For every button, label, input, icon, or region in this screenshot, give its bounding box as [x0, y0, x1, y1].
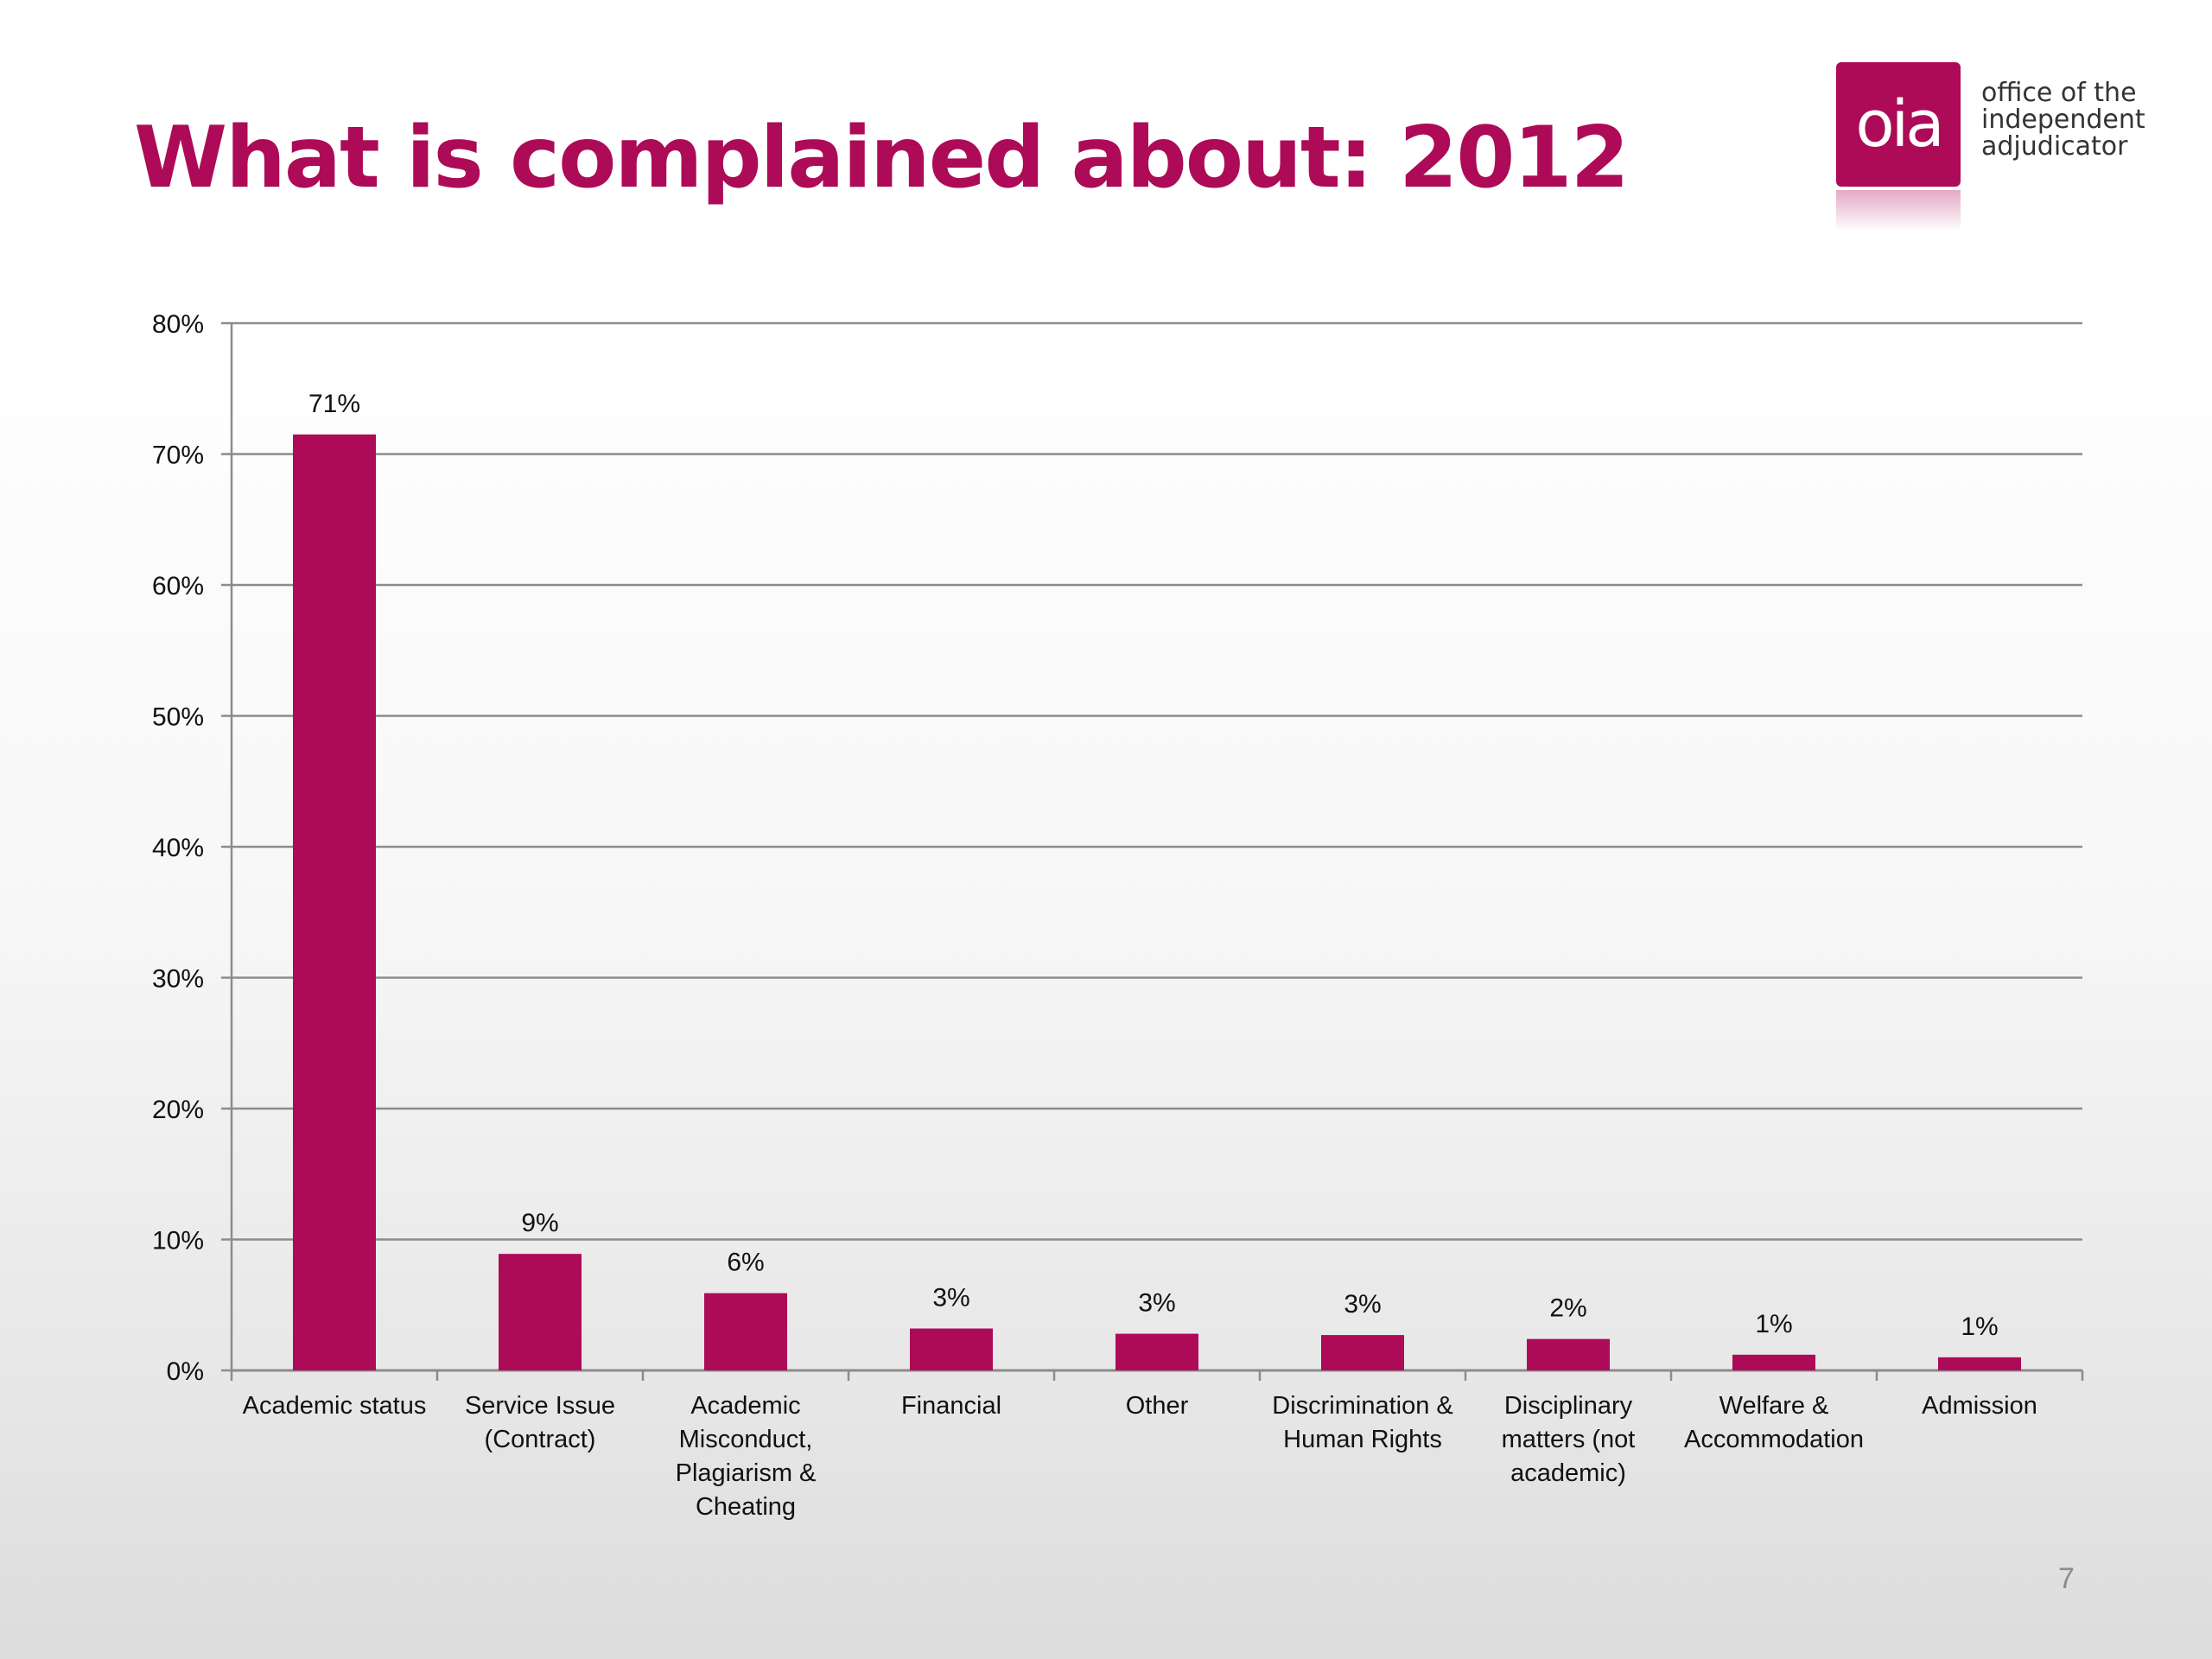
x-category-label: Human Rights: [1283, 1426, 1442, 1453]
oia-logo-line: independent: [1981, 105, 2145, 135]
x-category-label: Disciplinary: [1504, 1392, 1633, 1420]
oia-logo-line: office of the: [1981, 78, 2137, 108]
y-tick-label: 50%: [152, 703, 204, 732]
bar: [293, 434, 376, 1370]
data-label: 71%: [308, 390, 360, 418]
x-category-label: Welfare &: [1719, 1392, 1829, 1420]
oia-logo: oia office of the independent adjudicato…: [1836, 62, 2164, 235]
data-label: 1%: [1755, 1310, 1792, 1338]
data-label: 3%: [1344, 1290, 1381, 1319]
bar: [1321, 1335, 1404, 1370]
oia-logo-mark: oia: [1836, 62, 1961, 187]
x-category-label: (Contract): [485, 1426, 596, 1453]
data-label: 3%: [1138, 1289, 1175, 1318]
data-label: 6%: [727, 1249, 764, 1277]
bar: [1527, 1338, 1610, 1370]
x-category-label: Academic: [690, 1392, 800, 1420]
bar: [704, 1293, 787, 1370]
y-tick-label: 0%: [167, 1357, 204, 1386]
x-category-label: Discrimination &: [1272, 1392, 1453, 1420]
slide-title: What is complained about: 2012: [134, 109, 1630, 207]
page-number: 7: [2058, 1562, 2075, 1595]
y-tick-label: 70%: [152, 442, 204, 470]
bar: [499, 1254, 582, 1370]
data-label: 2%: [1549, 1294, 1586, 1323]
data-label: 9%: [521, 1209, 558, 1237]
x-category-label: Admission: [1922, 1392, 2037, 1420]
y-tick-label: 80%: [152, 310, 204, 339]
x-category-label: Financial: [901, 1392, 1001, 1420]
x-category-label: Cheating: [696, 1493, 796, 1521]
x-category-label: Service Issue: [465, 1392, 615, 1420]
bar: [1116, 1333, 1198, 1370]
oia-logo-reflection: [1836, 190, 1961, 232]
y-tick-label: 10%: [152, 1227, 204, 1255]
x-category-label: Other: [1126, 1392, 1189, 1420]
x-category-label: Plagiarism &: [676, 1459, 817, 1487]
data-label: 1%: [1961, 1313, 1998, 1341]
oia-logo-line: adjudicator: [1981, 131, 2128, 162]
data-label: 3%: [932, 1284, 969, 1313]
x-category-label: academic): [1510, 1459, 1626, 1487]
y-tick-label: 60%: [152, 572, 204, 601]
y-tick-label: 40%: [152, 834, 204, 862]
x-category-label: Academic status: [243, 1392, 427, 1420]
x-category-label: Misconduct,: [679, 1426, 813, 1453]
x-category-label: matters (not: [1502, 1426, 1636, 1453]
bar: [1732, 1354, 1815, 1370]
x-category-label: Accommodation: [1684, 1426, 1864, 1453]
bar: [1938, 1357, 2021, 1370]
oia-logo-text: office of the independent adjudicator: [1981, 79, 2145, 160]
bar: [910, 1328, 993, 1370]
y-tick-label: 20%: [152, 1096, 204, 1124]
y-tick-label: 30%: [152, 965, 204, 994]
